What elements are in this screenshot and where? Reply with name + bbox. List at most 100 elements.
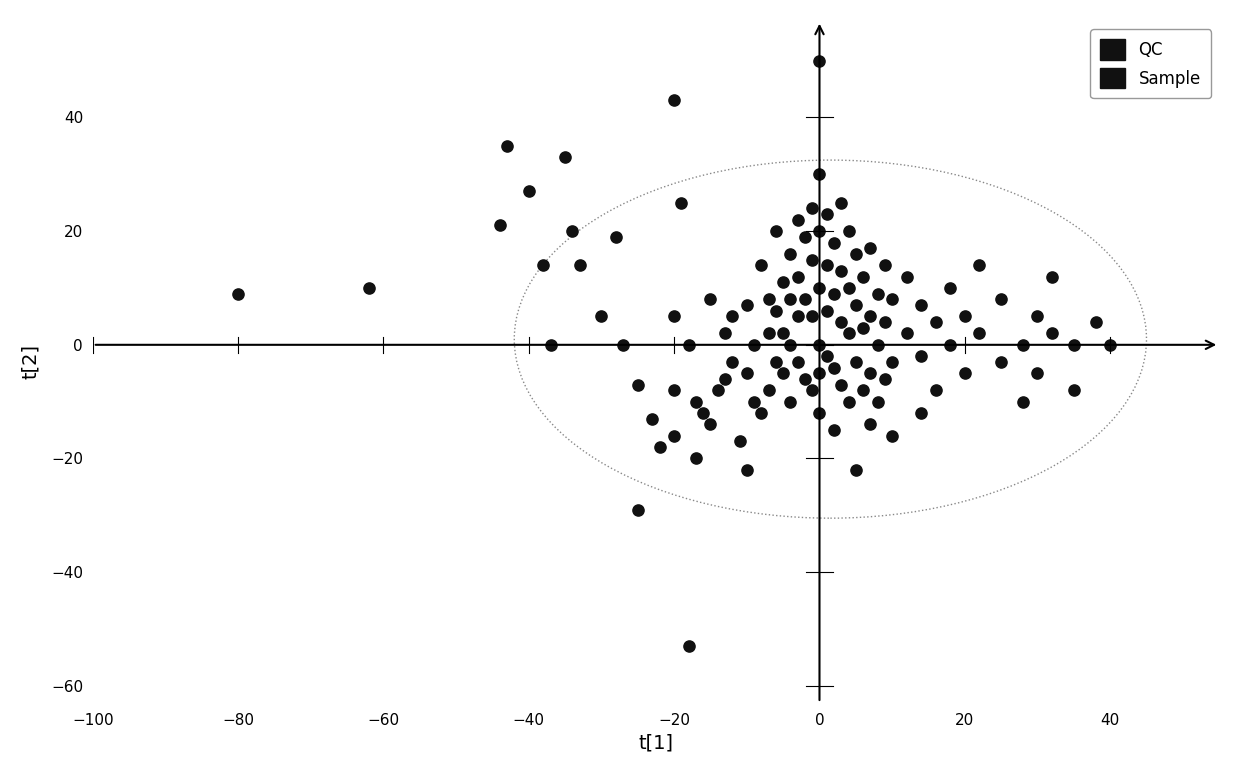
Point [955,367,975,380]
Point [787,356,807,368]
Point [825,361,844,373]
Point [846,247,866,260]
Point [868,396,888,408]
Point [497,140,517,152]
Point [940,339,960,351]
Point [846,356,866,368]
Point [766,356,786,368]
Point [831,379,851,391]
Point [737,367,756,380]
Point [737,299,756,312]
Point [810,407,830,419]
Point [810,339,830,351]
Point [838,282,858,295]
Point [606,230,626,243]
Point [955,310,975,322]
Point [802,384,822,397]
Point [744,396,764,408]
Point [729,435,749,448]
Point [780,247,800,260]
Point [853,322,873,334]
Point [831,316,851,329]
Point [591,310,611,322]
Point [774,327,794,339]
Point [861,310,880,322]
Point [897,327,916,339]
X-axis label: t[1]: t[1] [639,733,673,752]
Point [678,339,698,351]
Point [228,288,248,300]
Y-axis label: t[2]: t[2] [21,344,40,380]
Point [1086,316,1106,329]
Point [665,430,684,442]
Point [665,310,684,322]
Point [518,186,538,198]
Point [780,339,800,351]
Point [1028,310,1048,322]
Point [665,94,684,107]
Point [751,407,771,419]
Point [853,271,873,283]
Point [861,418,880,431]
Point [780,396,800,408]
Point [911,350,931,363]
Point [911,299,931,312]
Point [787,271,807,283]
Point [1100,339,1120,351]
Point [846,464,866,476]
Point [1028,367,1048,380]
Point [802,254,822,266]
Point [787,213,807,226]
Point [875,316,895,329]
Point [817,350,837,363]
Point [853,384,873,397]
Point [665,384,684,397]
Point [831,196,851,209]
Point [715,327,735,339]
Point [780,293,800,305]
Point [970,327,990,339]
Point [838,225,858,237]
Point [360,282,379,295]
Point [795,293,815,305]
Point [766,305,786,317]
Point [723,356,743,368]
Legend: QC, Sample: QC, Sample [1090,29,1210,98]
Point [678,640,698,652]
Point [825,424,844,436]
Point [737,464,756,476]
Point [940,282,960,295]
Point [861,242,880,254]
Point [882,293,901,305]
Point [1013,339,1033,351]
Point [1042,271,1061,283]
Point [774,367,794,380]
Point [991,293,1011,305]
Point [614,339,634,351]
Point [817,208,837,220]
Point [569,259,589,271]
Point [810,225,830,237]
Point [759,327,779,339]
Point [970,259,990,271]
Point [802,203,822,215]
Point [701,418,720,431]
Point [991,356,1011,368]
Point [817,259,837,271]
Point [686,452,706,465]
Point [723,310,743,322]
Point [911,407,931,419]
Point [897,271,916,283]
Point [715,373,735,385]
Point [1042,327,1061,339]
Point [533,259,553,271]
Point [926,316,946,329]
Point [795,373,815,385]
Point [556,151,575,163]
Point [875,373,895,385]
Point [795,230,815,243]
Point [846,299,866,312]
Point [744,339,764,351]
Point [708,384,728,397]
Point [875,259,895,271]
